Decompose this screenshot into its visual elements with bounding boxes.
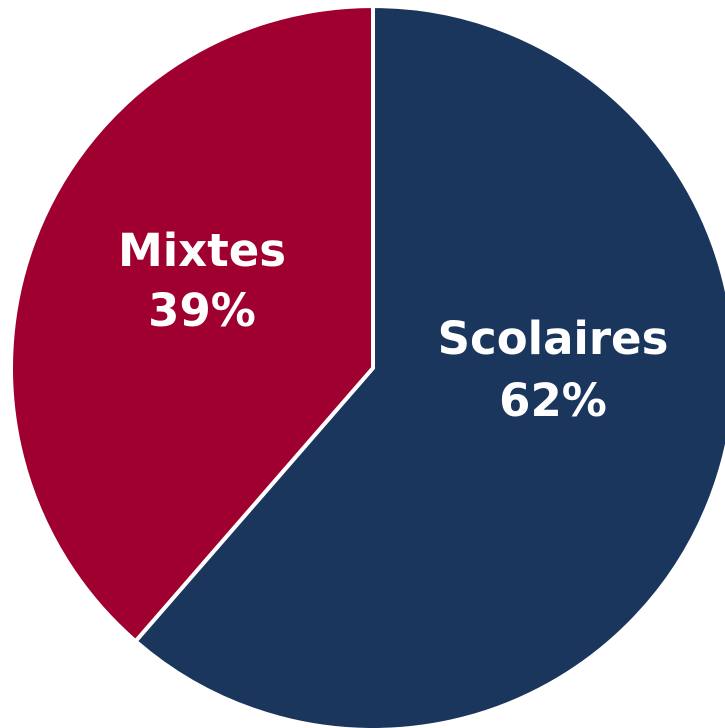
slice-label-mixtes: Mixtes	[118, 224, 286, 277]
slice-label-scolaires: Scolaires	[438, 312, 669, 365]
pie-slice-mixtes	[9, 4, 375, 644]
pie-slices	[9, 4, 725, 728]
slice-value-mixtes: 39%	[148, 284, 256, 337]
pie-slice-scolaires	[133, 4, 725, 728]
pie-labels: Scolaires 62% Mixtes 39%	[118, 224, 668, 427]
slice-value-scolaires: 62%	[499, 374, 607, 427]
